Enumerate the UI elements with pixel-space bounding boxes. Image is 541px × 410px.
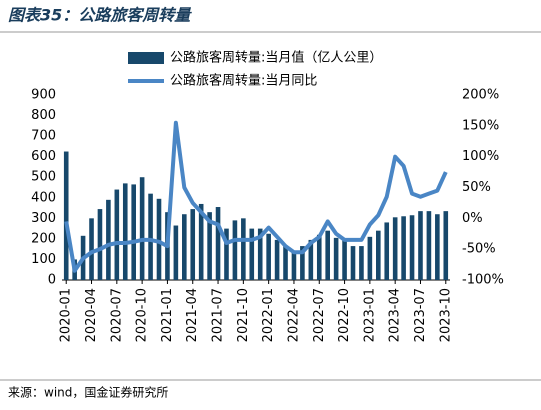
bar bbox=[384, 222, 390, 280]
y2-tick-label: 200% bbox=[462, 88, 499, 103]
bar bbox=[418, 211, 423, 280]
bar bbox=[131, 184, 136, 280]
bar bbox=[308, 239, 314, 280]
bar bbox=[63, 151, 69, 280]
bar bbox=[333, 237, 339, 280]
bar bbox=[148, 193, 153, 280]
bar bbox=[207, 212, 212, 280]
legend-label: 公路旅客周转量:当月值（亿人公里） bbox=[170, 50, 382, 66]
bar bbox=[300, 246, 305, 280]
bar bbox=[283, 246, 288, 280]
x-tick-label: 2021-10 bbox=[236, 288, 251, 342]
y2-tick-label: 50% bbox=[462, 180, 491, 195]
y2-tick-label: 100% bbox=[462, 149, 499, 164]
y-tick-label: 300 bbox=[31, 211, 56, 226]
x-tick-label: 2022-04 bbox=[286, 288, 301, 342]
legend-label: 公路旅客周转量:当月同比 bbox=[170, 73, 317, 89]
y-tick-label: 100 bbox=[31, 252, 56, 267]
bar bbox=[241, 218, 246, 280]
bar bbox=[274, 239, 280, 280]
bar bbox=[291, 251, 297, 280]
bar bbox=[106, 199, 111, 280]
y2-tick-label: 0% bbox=[462, 211, 483, 226]
x-tick-label: 2022-10 bbox=[337, 288, 352, 342]
bar bbox=[173, 225, 179, 280]
bar bbox=[367, 236, 373, 280]
bar bbox=[232, 220, 238, 280]
y-tick-label: 800 bbox=[31, 108, 56, 123]
bar bbox=[156, 198, 162, 280]
bar bbox=[97, 209, 103, 280]
x-tick-label: 2021-07 bbox=[211, 288, 226, 342]
x-tick-label: 2023-07 bbox=[413, 288, 428, 342]
bar bbox=[426, 211, 432, 280]
bar bbox=[198, 203, 204, 280]
y2-tick-label: -50% bbox=[462, 242, 496, 257]
bar bbox=[190, 209, 196, 280]
bar bbox=[316, 234, 322, 280]
x-tick-label: 2021-01 bbox=[160, 288, 175, 342]
source: 来源：wind，国金证券研究所 bbox=[8, 385, 168, 400]
bar bbox=[443, 211, 449, 280]
bar bbox=[376, 230, 381, 280]
x-tick-label: 2020-10 bbox=[135, 288, 150, 342]
bar bbox=[122, 183, 128, 280]
y-tick-label: 900 bbox=[31, 88, 56, 103]
bar bbox=[392, 217, 398, 280]
bar bbox=[409, 215, 415, 280]
x-tick-label: 2021-04 bbox=[185, 288, 200, 342]
line bbox=[64, 120, 448, 273]
bar bbox=[257, 228, 263, 280]
bar bbox=[325, 230, 330, 280]
y2-tick-label: -100% bbox=[462, 273, 504, 288]
x-tick-label: 2023-10 bbox=[438, 288, 453, 342]
y-tick-label: 200 bbox=[31, 231, 56, 246]
bar bbox=[182, 214, 187, 280]
x-tick-label: 2022-07 bbox=[312, 288, 327, 342]
bar bbox=[359, 246, 364, 280]
bar bbox=[435, 214, 440, 280]
legend-swatch bbox=[128, 52, 164, 64]
x-tick-label: 2020-01 bbox=[59, 288, 74, 342]
x-tick-label: 2020-07 bbox=[109, 288, 124, 342]
chart-title: 图表35：公路旅客周转量 bbox=[8, 6, 192, 25]
x-tick-label: 2022-01 bbox=[261, 288, 276, 342]
y-tick-label: 600 bbox=[31, 149, 56, 164]
bar bbox=[342, 238, 347, 280]
y2-tick-label: 150% bbox=[462, 118, 499, 133]
bar bbox=[249, 228, 255, 280]
bar bbox=[114, 189, 120, 280]
y-tick-label: 400 bbox=[31, 190, 56, 205]
x-tick-label: 2020-04 bbox=[84, 288, 99, 342]
x-tick-label: 2023-01 bbox=[362, 288, 377, 342]
bar bbox=[89, 218, 94, 280]
y-tick-label: 700 bbox=[31, 129, 56, 144]
bar bbox=[139, 177, 145, 280]
bar bbox=[215, 207, 221, 280]
y-tick-label: 500 bbox=[31, 170, 56, 185]
y-tick-label: 0 bbox=[48, 273, 56, 288]
bar bbox=[224, 228, 229, 280]
bar bbox=[350, 246, 356, 280]
bar bbox=[266, 233, 271, 280]
bar bbox=[401, 216, 406, 280]
x-tick-label: 2023-04 bbox=[388, 288, 403, 342]
